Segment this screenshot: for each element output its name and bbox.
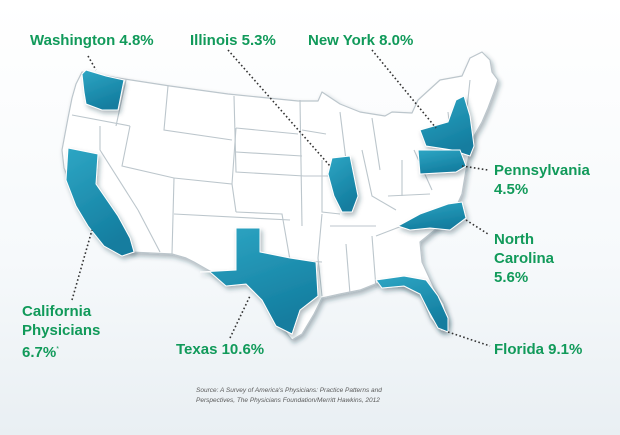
texas-state (199, 227, 319, 335)
north-carolina-state (396, 201, 467, 231)
illinois-label: Illinois 5.3% (190, 31, 276, 50)
new-york-label: New York 8.0% (308, 31, 413, 50)
north-carolina-value: 5.6% (494, 269, 529, 286)
california-state (65, 147, 135, 257)
source-citation: Source: A Survey of America's Physicians… (196, 386, 382, 406)
florida-label: Florida 9.1% (494, 340, 582, 359)
pennsylvania-value: 4.5% (494, 181, 529, 198)
california-value: 6.7% (22, 344, 57, 361)
leader-lines (71, 49, 491, 347)
source-line2: Perspectives, The Physicians Foundation/… (196, 397, 380, 404)
highlighted-states (65, 69, 475, 335)
california-label: California Physicians 6.7%* (22, 302, 100, 362)
north-carolina-line2: Carolina (494, 250, 555, 267)
california-line2: Physicians (22, 322, 101, 339)
california-note: * (56, 346, 59, 353)
california-value-row: 6.7%* (22, 340, 100, 362)
pennsylvania-label: Pennsylvania 4.5% (494, 161, 590, 199)
washington-label: Washington 4.8% (30, 31, 154, 50)
state-borders (71, 79, 471, 297)
washington-state (81, 69, 125, 111)
florida-label-text: Florida 9.1% (494, 341, 583, 358)
new-york-label-text: New York 8.0% (308, 32, 414, 49)
new-york-state (419, 95, 475, 157)
florida-state (375, 275, 449, 333)
source-line1: Source: A Survey of America's Physicians… (196, 387, 382, 394)
north-carolina-label: North Carolina 5.6% (494, 230, 554, 287)
illinois-state (327, 155, 359, 213)
pennsylvania-name: Pennsylvania (494, 162, 590, 179)
california-line1: California (22, 303, 92, 320)
washington-label-text: Washington 4.8% (30, 32, 154, 49)
texas-label: Texas 10.6% (176, 340, 264, 359)
illinois-label-text: Illinois 5.3% (190, 32, 276, 49)
texas-label-text: Texas 10.6% (176, 341, 265, 358)
north-carolina-line1: North (494, 231, 534, 248)
pennsylvania-state (417, 149, 467, 175)
